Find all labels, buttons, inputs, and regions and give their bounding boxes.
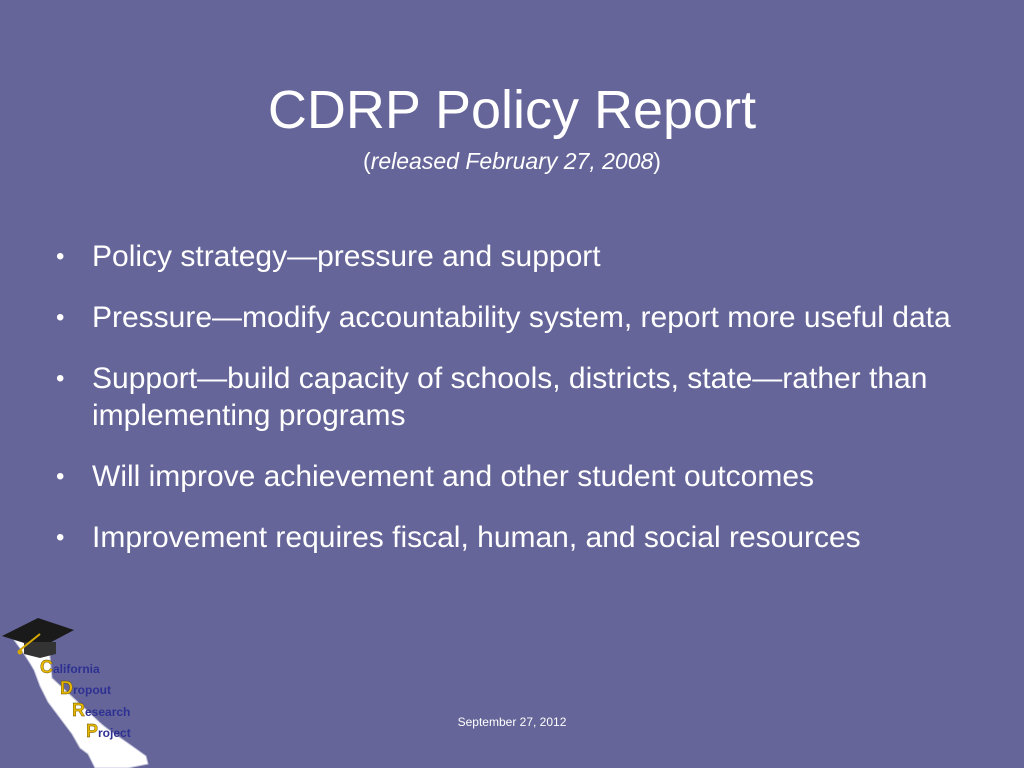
bullet-text: Policy strategy—pressure and support xyxy=(92,240,601,273)
bullet-item: • Pressure—modify accountability system, … xyxy=(52,299,992,336)
bullet-icon: • xyxy=(56,463,65,490)
california-map-icon xyxy=(13,635,149,768)
logo-rest: esearch xyxy=(85,705,130,719)
bullet-text: Support—build capacity of schools, distr… xyxy=(92,362,928,432)
bullet-item: • Improvement requires fiscal, human, and… xyxy=(52,519,992,556)
slide-subtitle: (released February 27, 2008) xyxy=(0,146,1024,176)
logo-initial: C xyxy=(40,657,53,677)
bullet-text: Pressure—modify accountability system, r… xyxy=(92,301,951,334)
bullet-list: • Policy strategy—pressure and support • P… xyxy=(52,238,992,580)
logo-line-research: Research xyxy=(72,700,130,720)
logo-initial: P xyxy=(86,721,98,741)
footer-date: September 27, 2012 xyxy=(457,715,567,729)
bullet-text: Will improve achievement and other stude… xyxy=(92,460,815,493)
logo-initial: R xyxy=(72,700,85,720)
slide-title: CDRP Policy Report xyxy=(267,80,757,140)
bullet-item: • Will improve achievement and other stud… xyxy=(52,458,992,495)
bullet-icon: • xyxy=(56,365,65,392)
logo-initial: D xyxy=(60,678,73,698)
logo-rest: roject xyxy=(98,726,131,740)
bullet-icon: • xyxy=(56,243,65,270)
subtitle-open-paren: ( xyxy=(363,148,371,174)
logo-line-dropout: Dropout xyxy=(60,678,111,698)
logo-line-project: Project xyxy=(86,721,131,741)
subtitle-text: released February 27, 2008 xyxy=(370,148,654,174)
cdrp-logo: California Dropout Research Project xyxy=(2,618,149,768)
logo-rest: alifornia xyxy=(53,662,100,676)
bullet-item: • Support—build capacity of schools, dist… xyxy=(52,360,992,434)
logo-rest: ropout xyxy=(73,683,111,697)
bullet-text: Improvement requires fiscal, human, and … xyxy=(92,521,861,554)
bullet-icon: • xyxy=(56,524,65,551)
graduation-cap-icon xyxy=(2,618,74,658)
subtitle-close-paren: ) xyxy=(653,148,661,174)
bullet-item: • Policy strategy—pressure and support xyxy=(52,238,992,275)
logo-line-california: California xyxy=(40,657,100,677)
bullet-icon: • xyxy=(56,304,65,331)
